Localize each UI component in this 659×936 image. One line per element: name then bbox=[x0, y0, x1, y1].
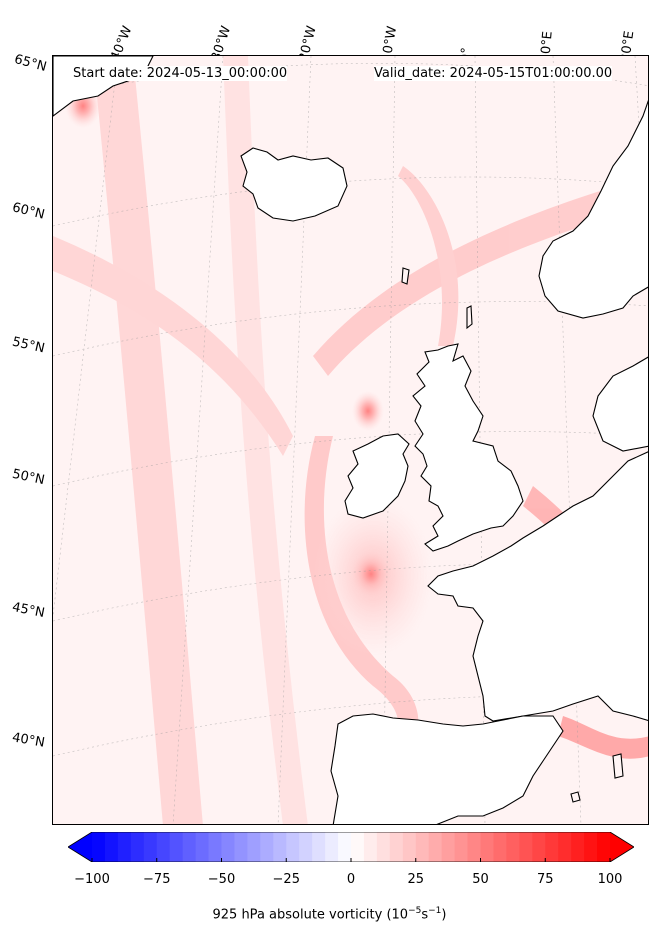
faroe-coast bbox=[401, 267, 410, 285]
colorbar-segment bbox=[545, 832, 559, 862]
colorbar-segment bbox=[493, 832, 507, 862]
colorbar-max-extend bbox=[610, 832, 634, 862]
colorbar-segment bbox=[363, 832, 378, 862]
colorbar-segment bbox=[195, 832, 210, 862]
colorbar-segment bbox=[480, 832, 494, 862]
colorbar-segment bbox=[117, 832, 132, 862]
colorbar-segment bbox=[467, 832, 481, 862]
colorbar-segment bbox=[351, 832, 365, 862]
corsica-sardinia-coast bbox=[612, 753, 624, 779]
colorbar-segment bbox=[597, 832, 611, 862]
colorbar-segment bbox=[312, 832, 326, 862]
colorbar-segment bbox=[143, 832, 158, 862]
colorbar-segment bbox=[325, 832, 339, 862]
colorbar-tick-label: 50 bbox=[472, 872, 489, 887]
balearic-coast bbox=[570, 791, 581, 803]
iceland-coast bbox=[240, 147, 348, 222]
colorbar-segment bbox=[428, 832, 443, 862]
colorbar bbox=[68, 832, 634, 862]
colorbar-label-exp1: −5 bbox=[408, 906, 422, 916]
vorticity-field bbox=[53, 56, 648, 824]
colorbar-segment bbox=[376, 832, 391, 862]
scandinavia-south-coast bbox=[592, 356, 648, 452]
colorbar-segment bbox=[208, 832, 222, 862]
colorbar-segment bbox=[338, 832, 352, 862]
colorbar-label-unit: s bbox=[421, 907, 429, 923]
coastlines bbox=[53, 56, 648, 824]
colorbar-segment bbox=[104, 832, 119, 862]
colorbar-segment bbox=[506, 832, 520, 862]
colorbar-segment bbox=[260, 832, 274, 862]
norway-coast bbox=[538, 100, 648, 319]
lat-label-55n: 55°N bbox=[10, 334, 47, 357]
vorticity-map bbox=[53, 56, 648, 824]
lat-label-40n: 40°N bbox=[10, 730, 46, 751]
ireland-coast bbox=[344, 433, 410, 519]
lat-label-60n: 60°N bbox=[10, 200, 47, 223]
colorbar-segment bbox=[273, 832, 287, 862]
colorbar-segment bbox=[130, 832, 145, 862]
colorbar-label-end: ) bbox=[441, 907, 447, 923]
map-plot-area bbox=[52, 55, 649, 825]
colorbar-label-text: 925 hPa absolute vorticity (10 bbox=[212, 907, 409, 923]
colorbar-tick-label: 100 bbox=[597, 872, 623, 887]
colorbar-tick-label: −75 bbox=[143, 872, 171, 887]
colorbar-tick-label: −100 bbox=[74, 872, 110, 887]
colorbar-segment bbox=[415, 832, 430, 862]
colorbar-segment bbox=[571, 832, 585, 862]
colorbar-tick-label: 25 bbox=[407, 872, 425, 887]
colorbar-tick-label: 75 bbox=[536, 872, 554, 887]
colorbar-segment bbox=[182, 832, 197, 862]
iberia-coast bbox=[330, 713, 564, 824]
colorbar-segment bbox=[454, 832, 469, 862]
colorbar-segment bbox=[156, 832, 171, 862]
start-date-label: Start date: 2024-05-13_00:00:00 bbox=[73, 66, 288, 81]
colorbar-segment bbox=[247, 832, 261, 862]
colorbar-label-exp2: −1 bbox=[428, 906, 442, 916]
colorbar-segment bbox=[519, 832, 533, 862]
colorbar-min-extend bbox=[68, 832, 92, 862]
great-britain-coast bbox=[412, 343, 524, 552]
colorbar-segment bbox=[532, 832, 546, 862]
colorbar-segment bbox=[92, 832, 106, 862]
colorbar-segment bbox=[286, 832, 300, 862]
colorbar-tick-label: −25 bbox=[272, 872, 300, 887]
lat-label-45n: 45°N bbox=[10, 600, 46, 621]
lat-label-50n: 50°N bbox=[10, 466, 46, 489]
colorbar-segment bbox=[299, 832, 313, 862]
colorbar-tick-label: 0 bbox=[346, 872, 356, 887]
colorbar-segment bbox=[221, 832, 235, 862]
colorbar-label: 925 hPa absolute vorticity (10−5s−1) bbox=[0, 906, 659, 922]
colorbar-segment bbox=[389, 832, 404, 862]
colorbar-tick-label: −50 bbox=[207, 872, 236, 887]
colorbar-segment bbox=[441, 832, 456, 862]
colorbar-segment bbox=[234, 832, 248, 862]
valid-date-label: Valid_date: 2024-05-15T01:00:00.00 bbox=[374, 66, 613, 81]
colorbar-segment bbox=[169, 832, 184, 862]
colorbar-segment bbox=[402, 832, 417, 862]
lat-label-65n: 65°N bbox=[12, 52, 49, 75]
colorbar-segment bbox=[584, 832, 598, 862]
europe-coast bbox=[427, 451, 648, 722]
shetland-coast bbox=[466, 305, 473, 330]
colorbar-segment bbox=[558, 832, 572, 862]
